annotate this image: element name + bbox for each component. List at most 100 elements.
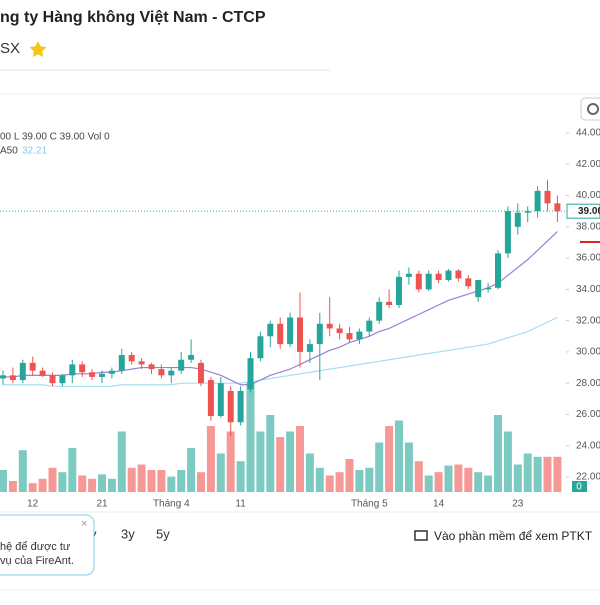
favorite-star[interactable] <box>29 41 47 57</box>
volume-bar <box>444 465 453 492</box>
candle-body <box>138 361 145 365</box>
volume-bar <box>68 448 77 492</box>
candle-body <box>425 273 432 290</box>
volume-bar <box>187 448 196 492</box>
volume-bar <box>157 470 166 492</box>
volume-bar <box>48 467 57 492</box>
volume-bar <box>107 478 116 492</box>
volume-bar <box>58 472 67 492</box>
volume-bar <box>38 478 47 492</box>
volume-bar <box>414 461 423 492</box>
candle-body <box>99 373 105 377</box>
candle-body <box>475 279 482 298</box>
volume-bar <box>553 456 562 492</box>
x-tick-label: Tháng 5 <box>351 499 388 510</box>
candle-body <box>69 364 76 376</box>
volume-bar <box>325 475 334 492</box>
y-tick-label: 34.00 <box>576 284 600 295</box>
candle-body <box>287 317 294 345</box>
range-button[interactable]: 3y <box>121 526 135 541</box>
candle-body <box>485 287 492 290</box>
title: ng ty Hàng không Việt Nam - CTCP <box>0 9 266 26</box>
volume-bar <box>513 464 522 492</box>
candle-body <box>544 190 551 204</box>
y-tick-label: 38.00 <box>576 221 600 232</box>
volume-bar <box>484 475 493 492</box>
volume-bar <box>395 420 403 492</box>
volume-bar <box>385 426 394 492</box>
volume-bar <box>464 467 473 492</box>
candle-body <box>267 323 274 337</box>
candle-body <box>49 375 56 384</box>
ma-label: A50 <box>0 146 18 157</box>
volume-bar <box>216 453 225 492</box>
volume-bar <box>503 431 512 492</box>
last-price-tag <box>566 203 600 219</box>
volume-bar <box>286 431 295 492</box>
candle-body <box>118 355 125 371</box>
volume-bar <box>197 472 205 492</box>
volume-bar <box>315 467 324 492</box>
candle-body <box>148 364 155 370</box>
volume-bar <box>28 483 37 492</box>
volume-bar <box>543 456 552 492</box>
ohlc-info: 00 L 39.00 C 39.00 Vol 0 <box>0 132 110 143</box>
candle-body <box>445 270 452 280</box>
candle-body <box>534 190 541 212</box>
volume-bar <box>276 437 285 492</box>
candle-body <box>79 364 86 373</box>
volume-bar <box>236 461 245 492</box>
volume-bar <box>147 470 156 492</box>
volume-bar <box>8 481 17 492</box>
candle-body <box>504 211 511 254</box>
volume-bar <box>117 431 126 492</box>
candle-body <box>495 253 501 288</box>
candle-body <box>39 370 46 376</box>
volume-bar <box>296 426 304 492</box>
candle-body <box>237 391 244 423</box>
range-button[interactable]: 5y <box>156 526 170 541</box>
candle-body <box>247 358 254 390</box>
y-tick-label: 26.00 <box>576 409 600 420</box>
candle-body <box>9 375 16 381</box>
candle-body <box>89 372 96 377</box>
exchange: SX <box>0 40 20 57</box>
x-tick-label: 11 <box>235 499 246 510</box>
x-tick-label: Tháng 4 <box>153 499 190 510</box>
cta-link[interactable]: Vào phần mềm để xem PTKT <box>434 529 593 543</box>
x-tick-label: 14 <box>433 499 445 510</box>
ma20-line <box>3 231 558 386</box>
y-tick-label: 32.00 <box>576 315 600 326</box>
y-tick-label: 24.00 <box>576 440 600 451</box>
last-price-label: 39.00 <box>578 206 600 217</box>
candle-body <box>19 362 26 381</box>
volume-bar <box>523 453 532 492</box>
candle-body <box>554 203 561 212</box>
x-tick-label: 23 <box>512 499 524 510</box>
popup <box>0 514 95 576</box>
volume-bar <box>266 415 275 492</box>
volume-bar <box>335 472 344 492</box>
candle-body <box>217 383 224 417</box>
y-tick-label: 22.00 <box>576 472 600 483</box>
candle-body <box>227 391 234 423</box>
volume-tick-label: 0 <box>576 482 582 493</box>
candle-body <box>59 375 66 384</box>
ma50-line <box>3 316 558 387</box>
popup-text: vụ của FireAnt. <box>0 555 74 567</box>
candle-body <box>316 323 323 345</box>
volume-bar <box>454 464 463 492</box>
ma-value: 32.21 <box>22 146 47 157</box>
volume-bar <box>177 470 186 492</box>
candle-body <box>435 273 442 280</box>
candle-body <box>168 370 175 376</box>
volume-bar <box>18 450 27 492</box>
close-button[interactable]: × <box>81 518 87 530</box>
candle-body <box>366 320 373 332</box>
candle-body <box>346 333 353 340</box>
candle-body <box>356 331 363 340</box>
candle-body <box>198 362 204 384</box>
volume-bar <box>404 442 413 492</box>
volume-bar <box>137 464 146 492</box>
